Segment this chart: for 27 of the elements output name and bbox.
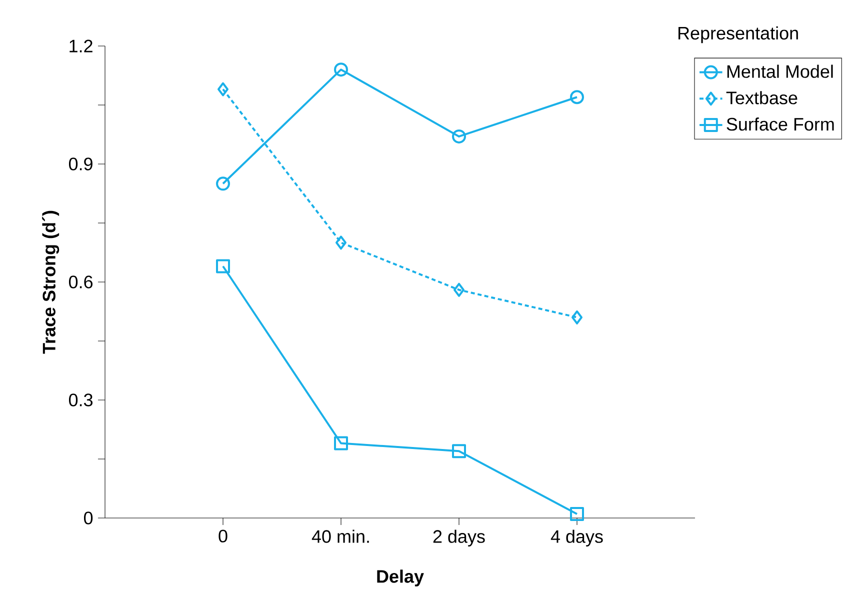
point: [454, 282, 464, 297]
y-axis-title: Trace Strong (d´): [42, 210, 60, 354]
x-tick-label: 0: [218, 530, 228, 542]
legend-label: Surface Form: [726, 117, 834, 131]
y-tick-label: 1.2: [70, 40, 92, 52]
point: [452, 129, 466, 144]
y-tick-label: 0.6: [68, 276, 93, 288]
point: [216, 259, 230, 274]
legend-label: Textbase: [726, 91, 798, 104]
y-tick-label: 0.9: [68, 158, 92, 170]
point: [452, 444, 466, 458]
point: [334, 62, 348, 77]
y-tick-label: 0.3: [68, 394, 93, 406]
point: [572, 310, 582, 324]
x-axis-title: Delay: [377, 570, 424, 586]
point: [336, 236, 347, 250]
x-tick-label: 4 days: [550, 530, 603, 546]
x-tick-label: 2 days: [433, 530, 485, 546]
point: [218, 82, 229, 96]
point: [570, 507, 584, 522]
point: [570, 90, 584, 104]
x-tick-label: 40 min.: [312, 530, 369, 543]
point: [334, 436, 348, 450]
legend-title: Representation: [678, 26, 798, 44]
y-tick-label: 0: [84, 512, 93, 524]
point: [216, 176, 230, 191]
legend-label: Mental Model: [727, 64, 833, 78]
